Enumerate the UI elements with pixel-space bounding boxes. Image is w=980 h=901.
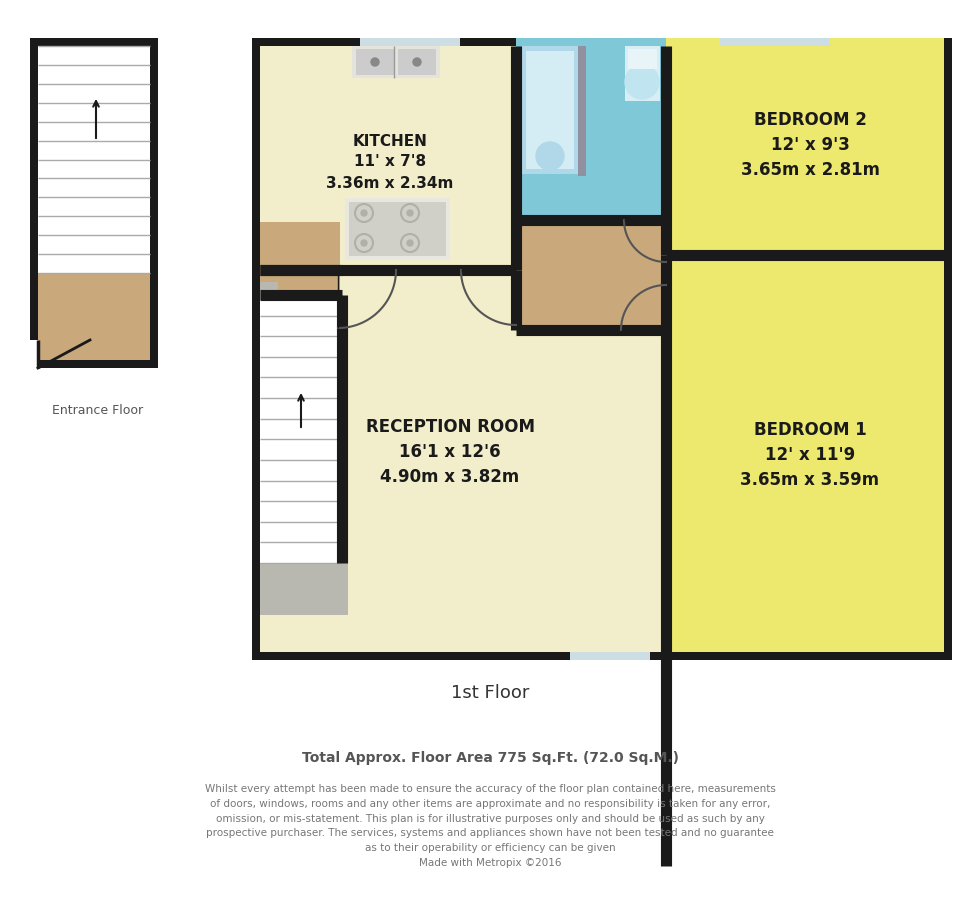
Bar: [516, 220, 671, 330]
Bar: [30, 38, 158, 368]
Bar: [38, 273, 150, 360]
Bar: [260, 563, 348, 615]
Bar: [398, 49, 436, 75]
Bar: [260, 282, 278, 300]
Bar: [252, 38, 952, 660]
Circle shape: [361, 210, 367, 216]
Bar: [522, 46, 578, 174]
Bar: [38, 46, 150, 273]
Bar: [349, 202, 446, 256]
Bar: [628, 49, 657, 69]
Text: Total Approx. Floor Area 775 Sq.Ft. (72.0 Sq.M.): Total Approx. Floor Area 775 Sq.Ft. (72.…: [302, 751, 678, 765]
Circle shape: [413, 58, 421, 66]
Bar: [578, 46, 586, 176]
Text: Whilst every attempt has been made to ensure the accuracy of the floor plan cont: Whilst every attempt has been made to en…: [205, 784, 775, 868]
Text: Entrance Floor: Entrance Floor: [53, 404, 143, 416]
Text: KITCHEN
11' x 7'8
3.36m x 2.34m: KITCHEN 11' x 7'8 3.36m x 2.34m: [326, 133, 454, 190]
Bar: [356, 49, 394, 75]
Circle shape: [407, 240, 413, 246]
Bar: [516, 38, 666, 258]
Text: BEDROOM 1
12' x 11'9
3.65m x 3.59m: BEDROOM 1 12' x 11'9 3.65m x 3.59m: [741, 421, 880, 489]
Circle shape: [625, 65, 659, 99]
Bar: [720, 38, 830, 46]
Bar: [666, 255, 944, 652]
Bar: [352, 46, 440, 78]
Bar: [625, 46, 660, 101]
Circle shape: [371, 58, 379, 66]
Text: BEDROOM 2
12' x 9'3
3.65m x 2.81m: BEDROOM 2 12' x 9'3 3.65m x 2.81m: [741, 111, 879, 179]
Circle shape: [407, 210, 413, 216]
Circle shape: [536, 142, 564, 170]
Bar: [526, 51, 574, 169]
Circle shape: [361, 240, 367, 246]
Bar: [666, 38, 944, 258]
Text: 1st Floor: 1st Floor: [451, 684, 529, 702]
Text: RECEPTION ROOM
16'1 x 12'6
4.90m x 3.82m: RECEPTION ROOM 16'1 x 12'6 4.90m x 3.82m: [366, 418, 534, 486]
Bar: [360, 38, 460, 46]
Bar: [345, 198, 450, 260]
Bar: [260, 295, 342, 563]
Bar: [260, 46, 944, 652]
Bar: [570, 652, 650, 660]
Bar: [30, 340, 38, 368]
Bar: [260, 222, 340, 300]
